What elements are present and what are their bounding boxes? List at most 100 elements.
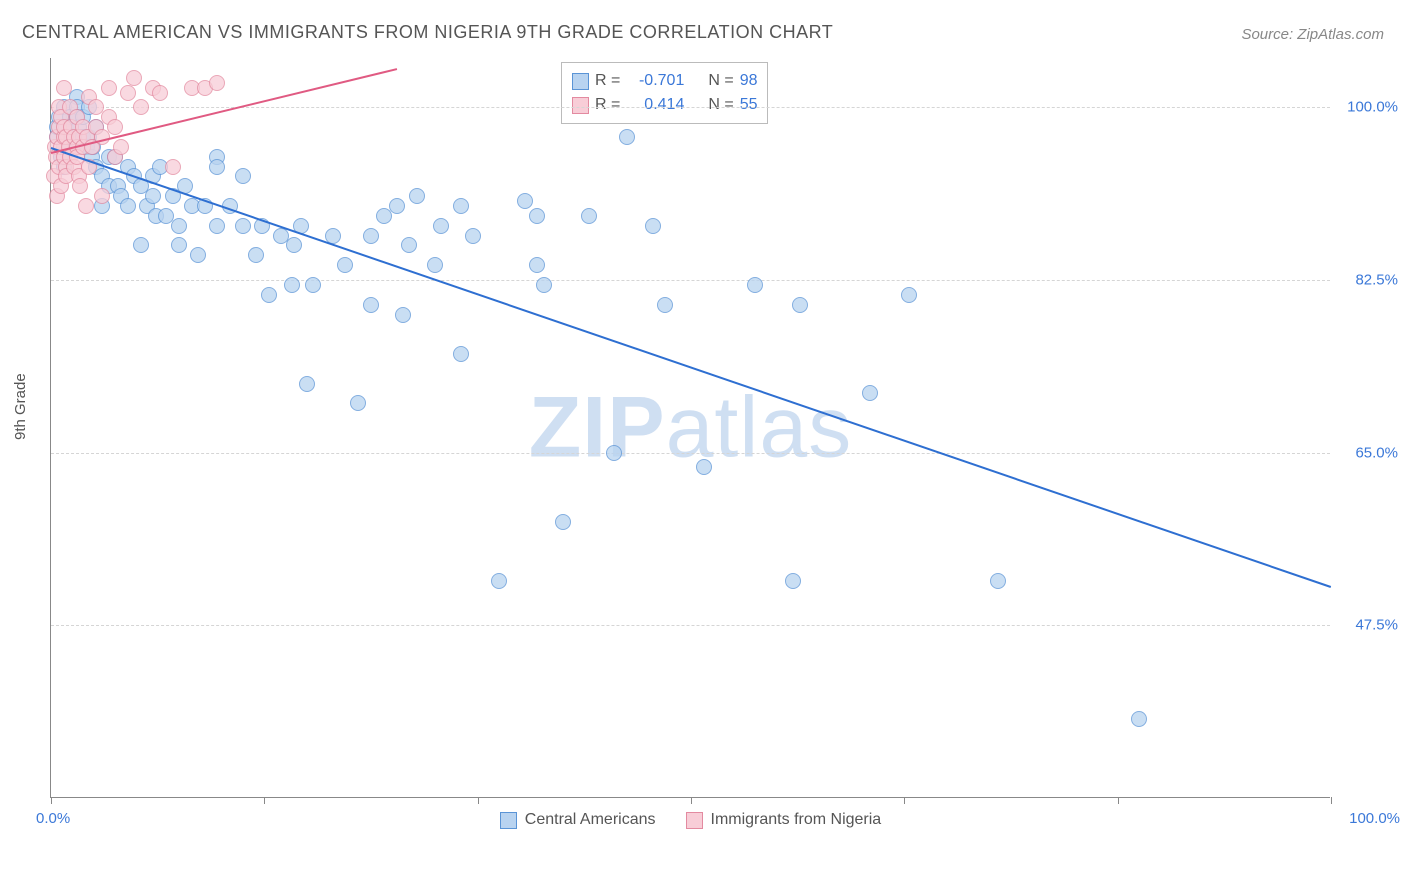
scatter-point xyxy=(401,237,417,253)
scatter-point xyxy=(581,208,597,224)
legend-swatch-icon xyxy=(572,73,589,90)
x-tick xyxy=(1331,797,1332,804)
correlation-legend-row: R =0.414 N = 55 xyxy=(572,93,757,117)
correlation-legend: R =-0.701 N = 98 R =0.414 N = 55 xyxy=(561,62,768,124)
scatter-point xyxy=(261,287,277,303)
y-tick-label: 100.0% xyxy=(1338,99,1398,116)
gridline xyxy=(51,453,1330,454)
x-axis-min-label: 0.0% xyxy=(36,810,70,827)
y-axis-label: 9th Grade xyxy=(12,373,29,440)
scatter-point xyxy=(363,228,379,244)
r-label: R = xyxy=(595,93,620,117)
series-legend: Central Americans Immigrants from Nigeri… xyxy=(51,811,1330,829)
scatter-point xyxy=(72,178,88,194)
scatter-point xyxy=(529,208,545,224)
scatter-point xyxy=(209,159,225,175)
scatter-point xyxy=(785,573,801,589)
scatter-point xyxy=(120,85,136,101)
legend-item-central-americans: Central Americans xyxy=(500,811,656,829)
scatter-point xyxy=(152,85,168,101)
gridline xyxy=(51,280,1330,281)
legend-item-nigeria: Immigrants from Nigeria xyxy=(686,811,882,829)
chart-title: CENTRAL AMERICAN VS IMMIGRANTS FROM NIGE… xyxy=(22,22,833,43)
scatter-point xyxy=(120,198,136,214)
scatter-point xyxy=(235,218,251,234)
legend-label: Immigrants from Nigeria xyxy=(711,811,882,829)
source-attribution: Source: ZipAtlas.com xyxy=(1241,26,1384,43)
scatter-point xyxy=(606,445,622,461)
legend-swatch-icon xyxy=(500,812,517,829)
x-tick xyxy=(264,797,265,804)
scatter-point xyxy=(427,257,443,273)
scatter-point xyxy=(409,188,425,204)
scatter-point xyxy=(171,237,187,253)
scatter-point xyxy=(165,159,181,175)
scatter-point xyxy=(990,573,1006,589)
scatter-point xyxy=(190,247,206,263)
n-value: 55 xyxy=(740,93,758,117)
watermark-rest: atlas xyxy=(666,379,853,475)
scatter-point xyxy=(101,80,117,96)
scatter-point xyxy=(901,287,917,303)
x-tick xyxy=(51,797,52,804)
scatter-point xyxy=(133,99,149,115)
scatter-point xyxy=(337,257,353,273)
scatter-point xyxy=(862,385,878,401)
scatter-point xyxy=(389,198,405,214)
scatter-point xyxy=(747,277,763,293)
scatter-point xyxy=(792,297,808,313)
scatter-point xyxy=(171,218,187,234)
n-label: N = xyxy=(708,69,733,93)
scatter-point xyxy=(107,119,123,135)
scatter-point xyxy=(286,237,302,253)
trend-line xyxy=(51,147,1332,588)
scatter-point xyxy=(465,228,481,244)
scatter-point xyxy=(619,129,635,145)
plot-area: ZIPatlas R =-0.701N =98R =0.414N =55 Cen… xyxy=(50,58,1330,798)
gridline xyxy=(51,625,1330,626)
r-label: R = xyxy=(595,69,620,93)
x-tick xyxy=(904,797,905,804)
scatter-point xyxy=(555,514,571,530)
n-value: 98 xyxy=(740,69,758,93)
watermark: ZIPatlas xyxy=(529,378,852,477)
scatter-point xyxy=(145,188,161,204)
scatter-point xyxy=(395,307,411,323)
watermark-bold: ZIP xyxy=(529,379,666,475)
legend-label: Central Americans xyxy=(525,811,656,829)
scatter-point xyxy=(657,297,673,313)
correlation-legend-row: R =-0.701 N = 98 xyxy=(572,69,757,93)
n-label: N = xyxy=(708,93,733,117)
scatter-point xyxy=(78,198,94,214)
scatter-point xyxy=(350,395,366,411)
scatter-point xyxy=(433,218,449,234)
scatter-point xyxy=(284,277,300,293)
r-value: 0.414 xyxy=(626,93,684,117)
y-tick-label: 65.0% xyxy=(1338,444,1398,461)
x-tick xyxy=(691,797,692,804)
r-value: -0.701 xyxy=(626,69,684,93)
scatter-point xyxy=(113,139,129,155)
scatter-point xyxy=(453,346,469,362)
y-tick-label: 47.5% xyxy=(1338,617,1398,634)
legend-swatch-icon xyxy=(572,97,589,114)
x-tick xyxy=(1118,797,1119,804)
scatter-point xyxy=(126,70,142,86)
legend-swatch-icon xyxy=(686,812,703,829)
scatter-point xyxy=(1131,711,1147,727)
scatter-point xyxy=(56,80,72,96)
scatter-point xyxy=(235,168,251,184)
scatter-point xyxy=(94,188,110,204)
scatter-point xyxy=(209,218,225,234)
scatter-point xyxy=(363,297,379,313)
x-tick xyxy=(478,797,479,804)
scatter-point xyxy=(133,237,149,253)
scatter-point xyxy=(209,75,225,91)
scatter-point xyxy=(453,198,469,214)
scatter-point xyxy=(299,376,315,392)
scatter-point xyxy=(529,257,545,273)
scatter-point xyxy=(696,459,712,475)
x-axis-max-label: 100.0% xyxy=(1349,810,1400,827)
scatter-point xyxy=(305,277,321,293)
scatter-point xyxy=(491,573,507,589)
